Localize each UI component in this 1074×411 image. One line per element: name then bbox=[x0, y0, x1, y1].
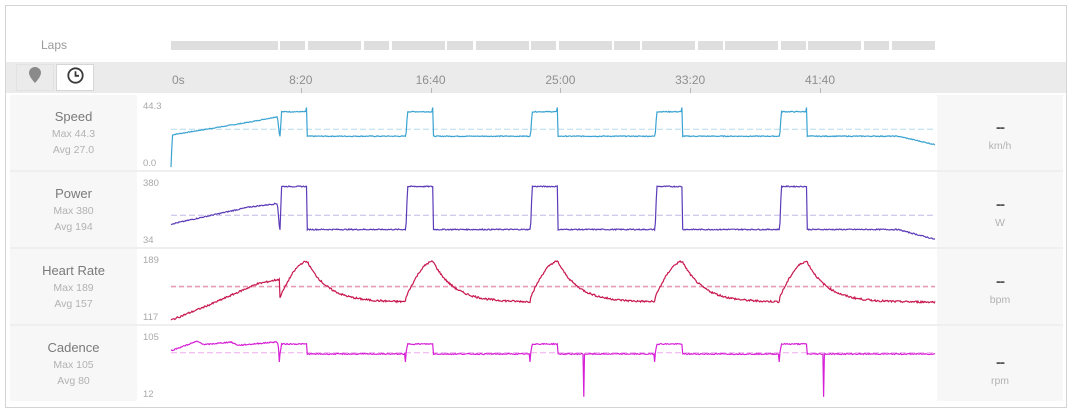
line-chart-cadence bbox=[170, 340, 936, 397]
time-tick-label: 25:00 bbox=[545, 73, 576, 87]
time-tick-label: 16:40 bbox=[415, 73, 446, 87]
laps-label: Laps bbox=[41, 38, 68, 52]
time-tick-mark bbox=[690, 88, 692, 93]
metric-current-speed: -- km/h bbox=[937, 95, 1063, 170]
lap-segment[interactable] bbox=[531, 41, 556, 50]
lap-segment[interactable] bbox=[725, 41, 778, 50]
metric-summary-cadence: Cadence Max 105 Avg 80 bbox=[10, 326, 137, 401]
lap-segment[interactable] bbox=[559, 41, 612, 50]
y-axis-max: 380 bbox=[143, 178, 159, 189]
metric-name: Cadence bbox=[47, 340, 100, 355]
chart-power[interactable]: 380 34 bbox=[137, 172, 937, 247]
metric-current-cadence: -- rpm bbox=[937, 326, 1063, 401]
y-axis-min: 0.0 bbox=[143, 158, 157, 169]
line-chart-speed bbox=[170, 107, 936, 168]
y-axis-max: 105 bbox=[143, 332, 159, 343]
metric-name: Heart Rate bbox=[42, 263, 105, 278]
unit-label: rpm bbox=[990, 375, 1010, 387]
y-axis-min: 117 bbox=[143, 312, 159, 323]
metric-name: Power bbox=[55, 186, 92, 201]
metric-current-power: -- W bbox=[937, 172, 1063, 247]
lap-segment[interactable] bbox=[781, 41, 806, 50]
lap-segment[interactable] bbox=[864, 41, 889, 50]
metric-summary-power: Power Max 380 Avg 194 bbox=[10, 172, 137, 247]
time-view-button[interactable] bbox=[56, 64, 94, 91]
time-tick-label: 8:20 bbox=[289, 73, 313, 87]
chart-cadence[interactable]: 105 12 bbox=[137, 326, 937, 401]
row-divider bbox=[10, 247, 1063, 249]
lap-segment[interactable] bbox=[308, 41, 361, 50]
laps-bar bbox=[171, 41, 935, 50]
time-tick-mark bbox=[430, 88, 432, 93]
time-tick-mark bbox=[820, 88, 821, 93]
current-value: -- bbox=[996, 119, 1005, 136]
lap-segment[interactable] bbox=[447, 41, 473, 50]
metric-max: Max 380 bbox=[53, 205, 94, 217]
metric-avg: Avg 80 bbox=[57, 375, 90, 387]
metric-max: Max 105 bbox=[53, 359, 94, 371]
metric-max: Max 189 bbox=[53, 282, 94, 294]
row-divider bbox=[10, 170, 1063, 172]
row-divider bbox=[10, 324, 1063, 326]
metric-avg: Avg 157 bbox=[54, 298, 93, 310]
metric-avg: Avg 27.0 bbox=[52, 144, 95, 156]
lap-segment[interactable] bbox=[642, 41, 695, 50]
metric-name: Speed bbox=[54, 109, 93, 124]
current-value: -- bbox=[996, 354, 1005, 371]
chart-heart_rate[interactable]: 189 117 bbox=[137, 249, 937, 324]
clock-icon bbox=[66, 66, 84, 89]
time-tick-label: 0s bbox=[172, 73, 185, 87]
current-value: -- bbox=[996, 273, 1005, 290]
time-tick-mark bbox=[560, 88, 562, 93]
y-axis-min: 12 bbox=[143, 389, 154, 400]
metric-current-heart_rate: -- bpm bbox=[937, 249, 1063, 324]
time-tick-mark bbox=[300, 88, 302, 93]
metric-avg: Avg 194 bbox=[54, 221, 93, 233]
lap-segment[interactable] bbox=[171, 41, 278, 50]
metric-summary-speed: Speed Max 44.3 Avg 27.0 bbox=[10, 95, 137, 170]
unit-label: W bbox=[995, 217, 1005, 229]
y-axis-max: 189 bbox=[143, 255, 159, 266]
map-pin-icon bbox=[29, 67, 41, 88]
lap-segment[interactable] bbox=[892, 41, 935, 50]
lap-segment[interactable] bbox=[614, 41, 640, 50]
unit-label: bpm bbox=[989, 294, 1011, 306]
chart-speed[interactable]: 44.3 0.0 bbox=[137, 95, 937, 170]
lap-segment[interactable] bbox=[280, 41, 305, 50]
lap-segment[interactable] bbox=[392, 41, 445, 50]
y-axis-min: 34 bbox=[143, 235, 154, 246]
metric-summary-heart_rate: Heart Rate Max 189 Avg 157 bbox=[10, 249, 137, 324]
time-tick-label: 41:40 bbox=[804, 73, 836, 87]
y-axis-max: 44.3 bbox=[143, 101, 162, 112]
line-chart-heart_rate bbox=[170, 260, 936, 321]
line-chart-power bbox=[170, 185, 936, 240]
unit-label: km/h bbox=[988, 140, 1012, 152]
lap-segment[interactable] bbox=[698, 41, 723, 50]
time-axis-band bbox=[6, 62, 1066, 93]
lap-segment[interactable] bbox=[364, 41, 389, 50]
lap-segment[interactable] bbox=[808, 41, 861, 50]
map-view-button[interactable] bbox=[16, 64, 54, 91]
current-value: -- bbox=[996, 196, 1005, 213]
metric-max: Max 44.3 bbox=[51, 128, 96, 140]
time-tick-label: 33:20 bbox=[675, 73, 706, 87]
lap-segment[interactable] bbox=[476, 41, 529, 50]
